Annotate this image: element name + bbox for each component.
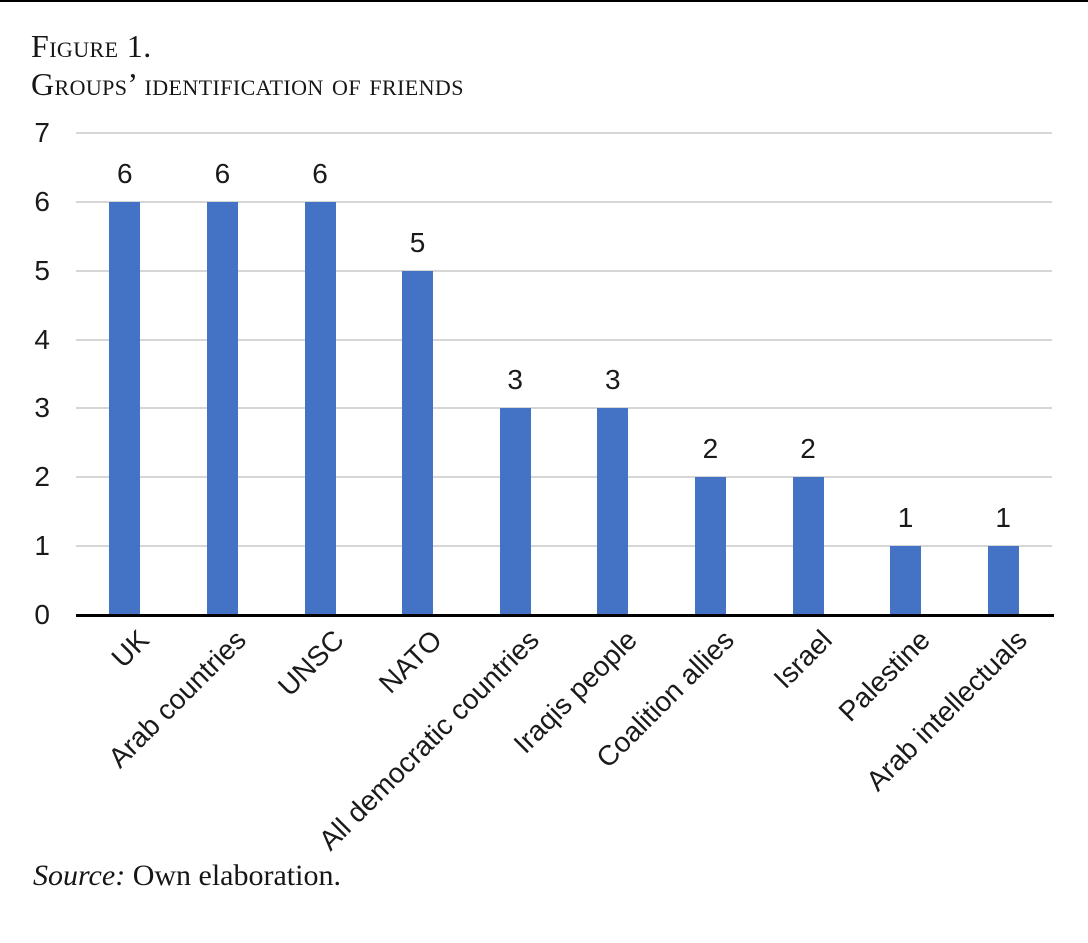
bar [890, 546, 922, 615]
gridline [76, 200, 1052, 203]
y-axis-tick-label: 0 [34, 599, 50, 630]
bar [597, 408, 629, 615]
bar-value-label: 2 [800, 433, 816, 465]
source-label: Source: [33, 859, 126, 892]
bar-value-label: 6 [214, 157, 231, 189]
gridline [76, 338, 1052, 341]
bar [206, 201, 238, 615]
bar [694, 477, 726, 615]
y-axis-tick-label: 7 [34, 117, 50, 148]
bar-value-label: 2 [702, 433, 719, 465]
gridline [76, 269, 1052, 272]
bar-value-label: 1 [995, 502, 1011, 534]
gridline [76, 132, 1052, 134]
bar-value-label: 6 [117, 157, 133, 189]
bar-value-label: 1 [897, 502, 914, 534]
bar [304, 201, 336, 615]
gridline [76, 407, 1052, 410]
bar [792, 477, 824, 615]
bar-value-label: 5 [409, 226, 426, 258]
y-axis-tick-label: 6 [34, 185, 50, 217]
gridline [76, 476, 1052, 479]
bar-value-label: 3 [605, 364, 621, 396]
figure-title: Groups’ identification of friends [31, 66, 464, 102]
bar [499, 408, 531, 615]
source-note: Source: Own elaboration. [33, 856, 341, 896]
bar-value-label: 3 [507, 364, 523, 396]
bar [987, 546, 1019, 615]
y-axis-tick-label: 5 [34, 254, 50, 286]
y-axis-tick-label: 2 [34, 461, 50, 493]
y-axis-tick-label: 4 [34, 323, 50, 355]
bar-chart: 0 1 2 3 4 5 6 7 6 UK 6 Arab countries 6 UNSC 5 NATO 3 All… [34, 117, 1054, 856]
bar [109, 201, 141, 615]
gridline [76, 545, 1052, 548]
source-text: Own elaboration. [125, 859, 341, 892]
y-axis-tick-label: 1 [34, 530, 50, 562]
top-border-line [0, 0, 1088, 2]
bar [402, 270, 434, 615]
figure-label: Figure 1. [31, 28, 152, 64]
bar-value-label: 6 [312, 157, 328, 189]
y-axis-tick-label: 3 [34, 392, 50, 424]
x-axis-line [76, 614, 1054, 617]
